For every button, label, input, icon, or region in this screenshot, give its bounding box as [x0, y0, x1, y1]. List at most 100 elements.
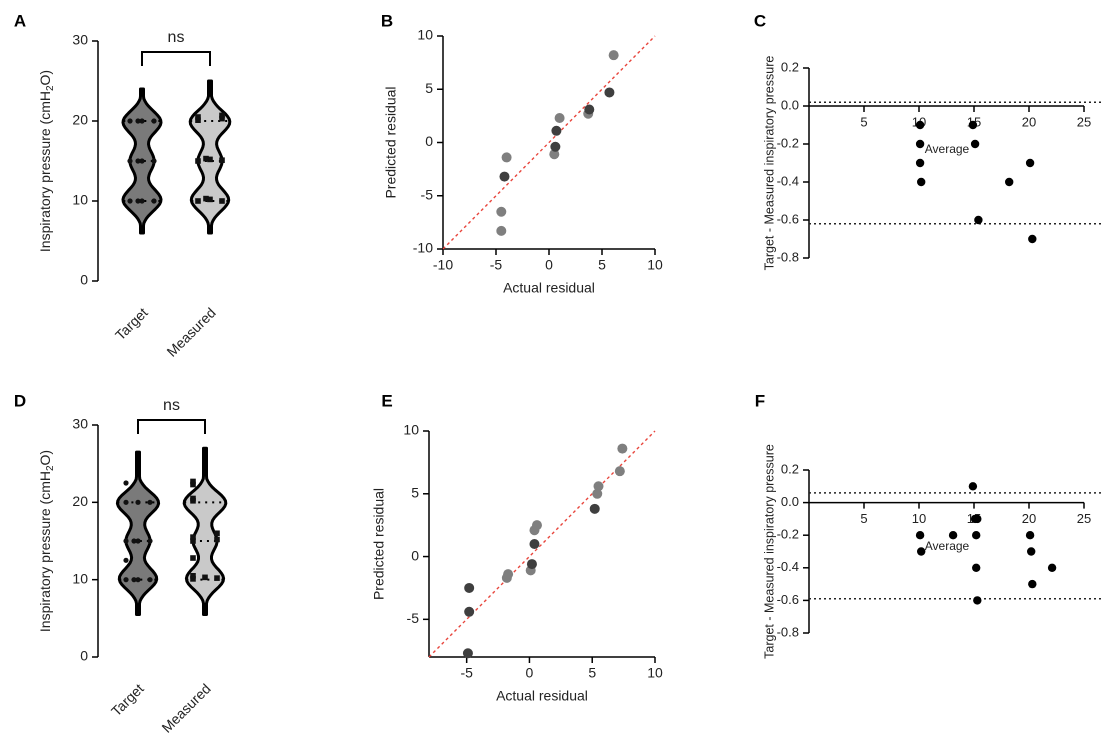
- y-tick-label: 0.0: [781, 494, 799, 509]
- data-point: [968, 120, 978, 130]
- data-point: [127, 158, 133, 164]
- y-tick-label: -0.6: [777, 592, 799, 607]
- x-tick-label: 25: [1077, 114, 1091, 129]
- panel-d: D 0 10 20 30 Inspiratory pressure (cmH2O) Targ…: [14, 391, 228, 733]
- y-tick-label: 20: [72, 112, 88, 128]
- y-tick-label: 0.2: [781, 59, 799, 74]
- y-tick-label: 10: [403, 422, 419, 438]
- significance-label: ns: [163, 397, 180, 414]
- identity-line: [428, 430, 656, 658]
- data-point: [123, 577, 129, 583]
- x-tick-label: 20: [1022, 114, 1036, 129]
- panel-b: B -10 -5 0 5 10 -10 -5 0 5 10 Actual residual Predic…: [381, 11, 663, 295]
- x-tick-label: -5: [460, 665, 473, 681]
- x-tick-label: 10: [912, 511, 926, 526]
- x-tick-label: 0: [545, 257, 553, 273]
- significance-bracket: [141, 51, 211, 66]
- data-point: [139, 198, 145, 204]
- data-point: [151, 118, 157, 124]
- data-point: [190, 481, 196, 488]
- significance-label: ns: [168, 29, 185, 46]
- data-point: [551, 125, 562, 136]
- data-point: [614, 466, 625, 477]
- identity-line: [442, 35, 656, 250]
- data-point: [123, 557, 129, 563]
- y-tick-label: -0.8: [777, 249, 799, 264]
- data-point: [554, 113, 565, 124]
- data-point: [496, 206, 507, 217]
- data-point: [139, 118, 145, 124]
- data-point: [147, 577, 153, 583]
- data-point: [123, 480, 129, 486]
- data-point: [592, 488, 603, 499]
- y-tick-label: -5: [407, 610, 420, 626]
- data-point: [972, 531, 981, 540]
- y-tick-label: -0.6: [777, 211, 799, 226]
- data-point: [617, 443, 628, 454]
- y-axis-label: Inspiratory pressure (cmH2O): [37, 450, 56, 632]
- y-tick-label: 0: [80, 272, 88, 288]
- y-tick-label: -0.2: [777, 527, 799, 542]
- data-point: [190, 478, 196, 485]
- y-tick-label: -5: [421, 186, 434, 202]
- data-point: [151, 158, 157, 164]
- data-point: [462, 648, 473, 659]
- y-tick-label: 0: [425, 133, 433, 149]
- data-point: [123, 499, 129, 505]
- x-tick-label: 5: [860, 114, 867, 129]
- x-category-label: Target: [112, 304, 151, 343]
- x-tick-label: 25: [1077, 511, 1091, 526]
- data-point: [135, 118, 141, 124]
- data-point: [974, 215, 983, 225]
- x-tick-label: 5: [598, 257, 606, 273]
- data-point: [529, 539, 540, 549]
- data-point: [915, 531, 925, 540]
- data-point: [1025, 158, 1035, 168]
- data-point: [131, 577, 137, 583]
- data-point: [915, 120, 925, 130]
- data-point: [147, 499, 153, 505]
- data-point: [589, 503, 600, 514]
- data-point: [123, 538, 129, 544]
- y-tick-label: 10: [417, 27, 433, 43]
- y-tick-label: 10: [72, 192, 88, 208]
- data-point: [608, 50, 619, 61]
- data-point: [219, 112, 225, 119]
- data-point: [190, 576, 196, 582]
- y-tick-label: 30: [72, 416, 88, 432]
- data-point: [207, 196, 213, 203]
- data-point: [972, 563, 981, 572]
- data-point: [139, 158, 145, 164]
- data-point: [190, 534, 196, 540]
- data-point: [135, 158, 141, 164]
- data-point: [1005, 177, 1014, 187]
- x-axis-label: Actual residual: [496, 688, 588, 704]
- x-axis-label: Actual residual: [503, 280, 595, 296]
- data-point: [1025, 531, 1035, 540]
- panel-a: A 0 10 20 30 Inspiratory pressure (cmH2O) Targ…: [14, 11, 232, 360]
- x-tick-label: -5: [490, 257, 503, 273]
- data-point: [499, 171, 510, 182]
- x-tick-label: 5: [588, 665, 596, 681]
- panel-letter: D: [14, 391, 26, 410]
- y-axis-label: Predicted residual: [371, 488, 387, 600]
- data-point: [214, 536, 220, 543]
- data-point: [131, 538, 137, 544]
- y-axis-label: Inspiratory pressure (cmH2O): [37, 70, 56, 252]
- data-point: [464, 606, 475, 617]
- data-point: [203, 195, 209, 202]
- data-point: [195, 198, 201, 204]
- data-point: [526, 559, 537, 570]
- data-point: [195, 114, 201, 120]
- x-axis-label: Average: [925, 539, 970, 553]
- data-point: [1028, 234, 1037, 244]
- y-tick-label: 30: [72, 32, 88, 48]
- violin-target: [115, 450, 161, 616]
- data-point: [135, 198, 141, 204]
- panel-letter: E: [381, 391, 392, 410]
- y-tick-label: 5: [425, 80, 433, 96]
- data-point: [190, 573, 196, 579]
- data-point: [147, 538, 153, 544]
- data-point: [549, 149, 560, 160]
